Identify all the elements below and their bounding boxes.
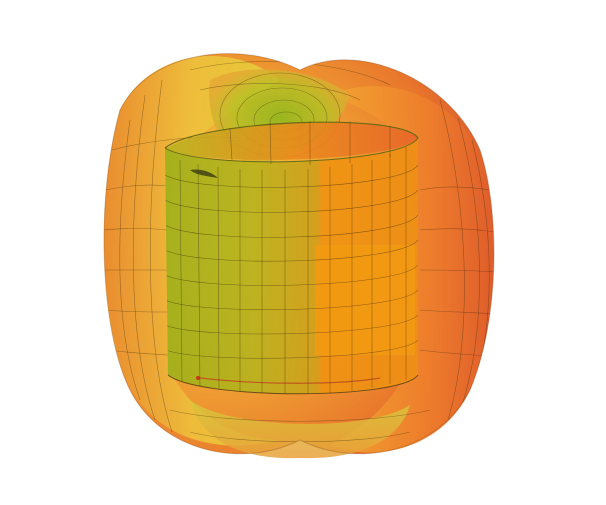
outer-outline [103,53,495,455]
cylinder-mesh [165,120,418,394]
